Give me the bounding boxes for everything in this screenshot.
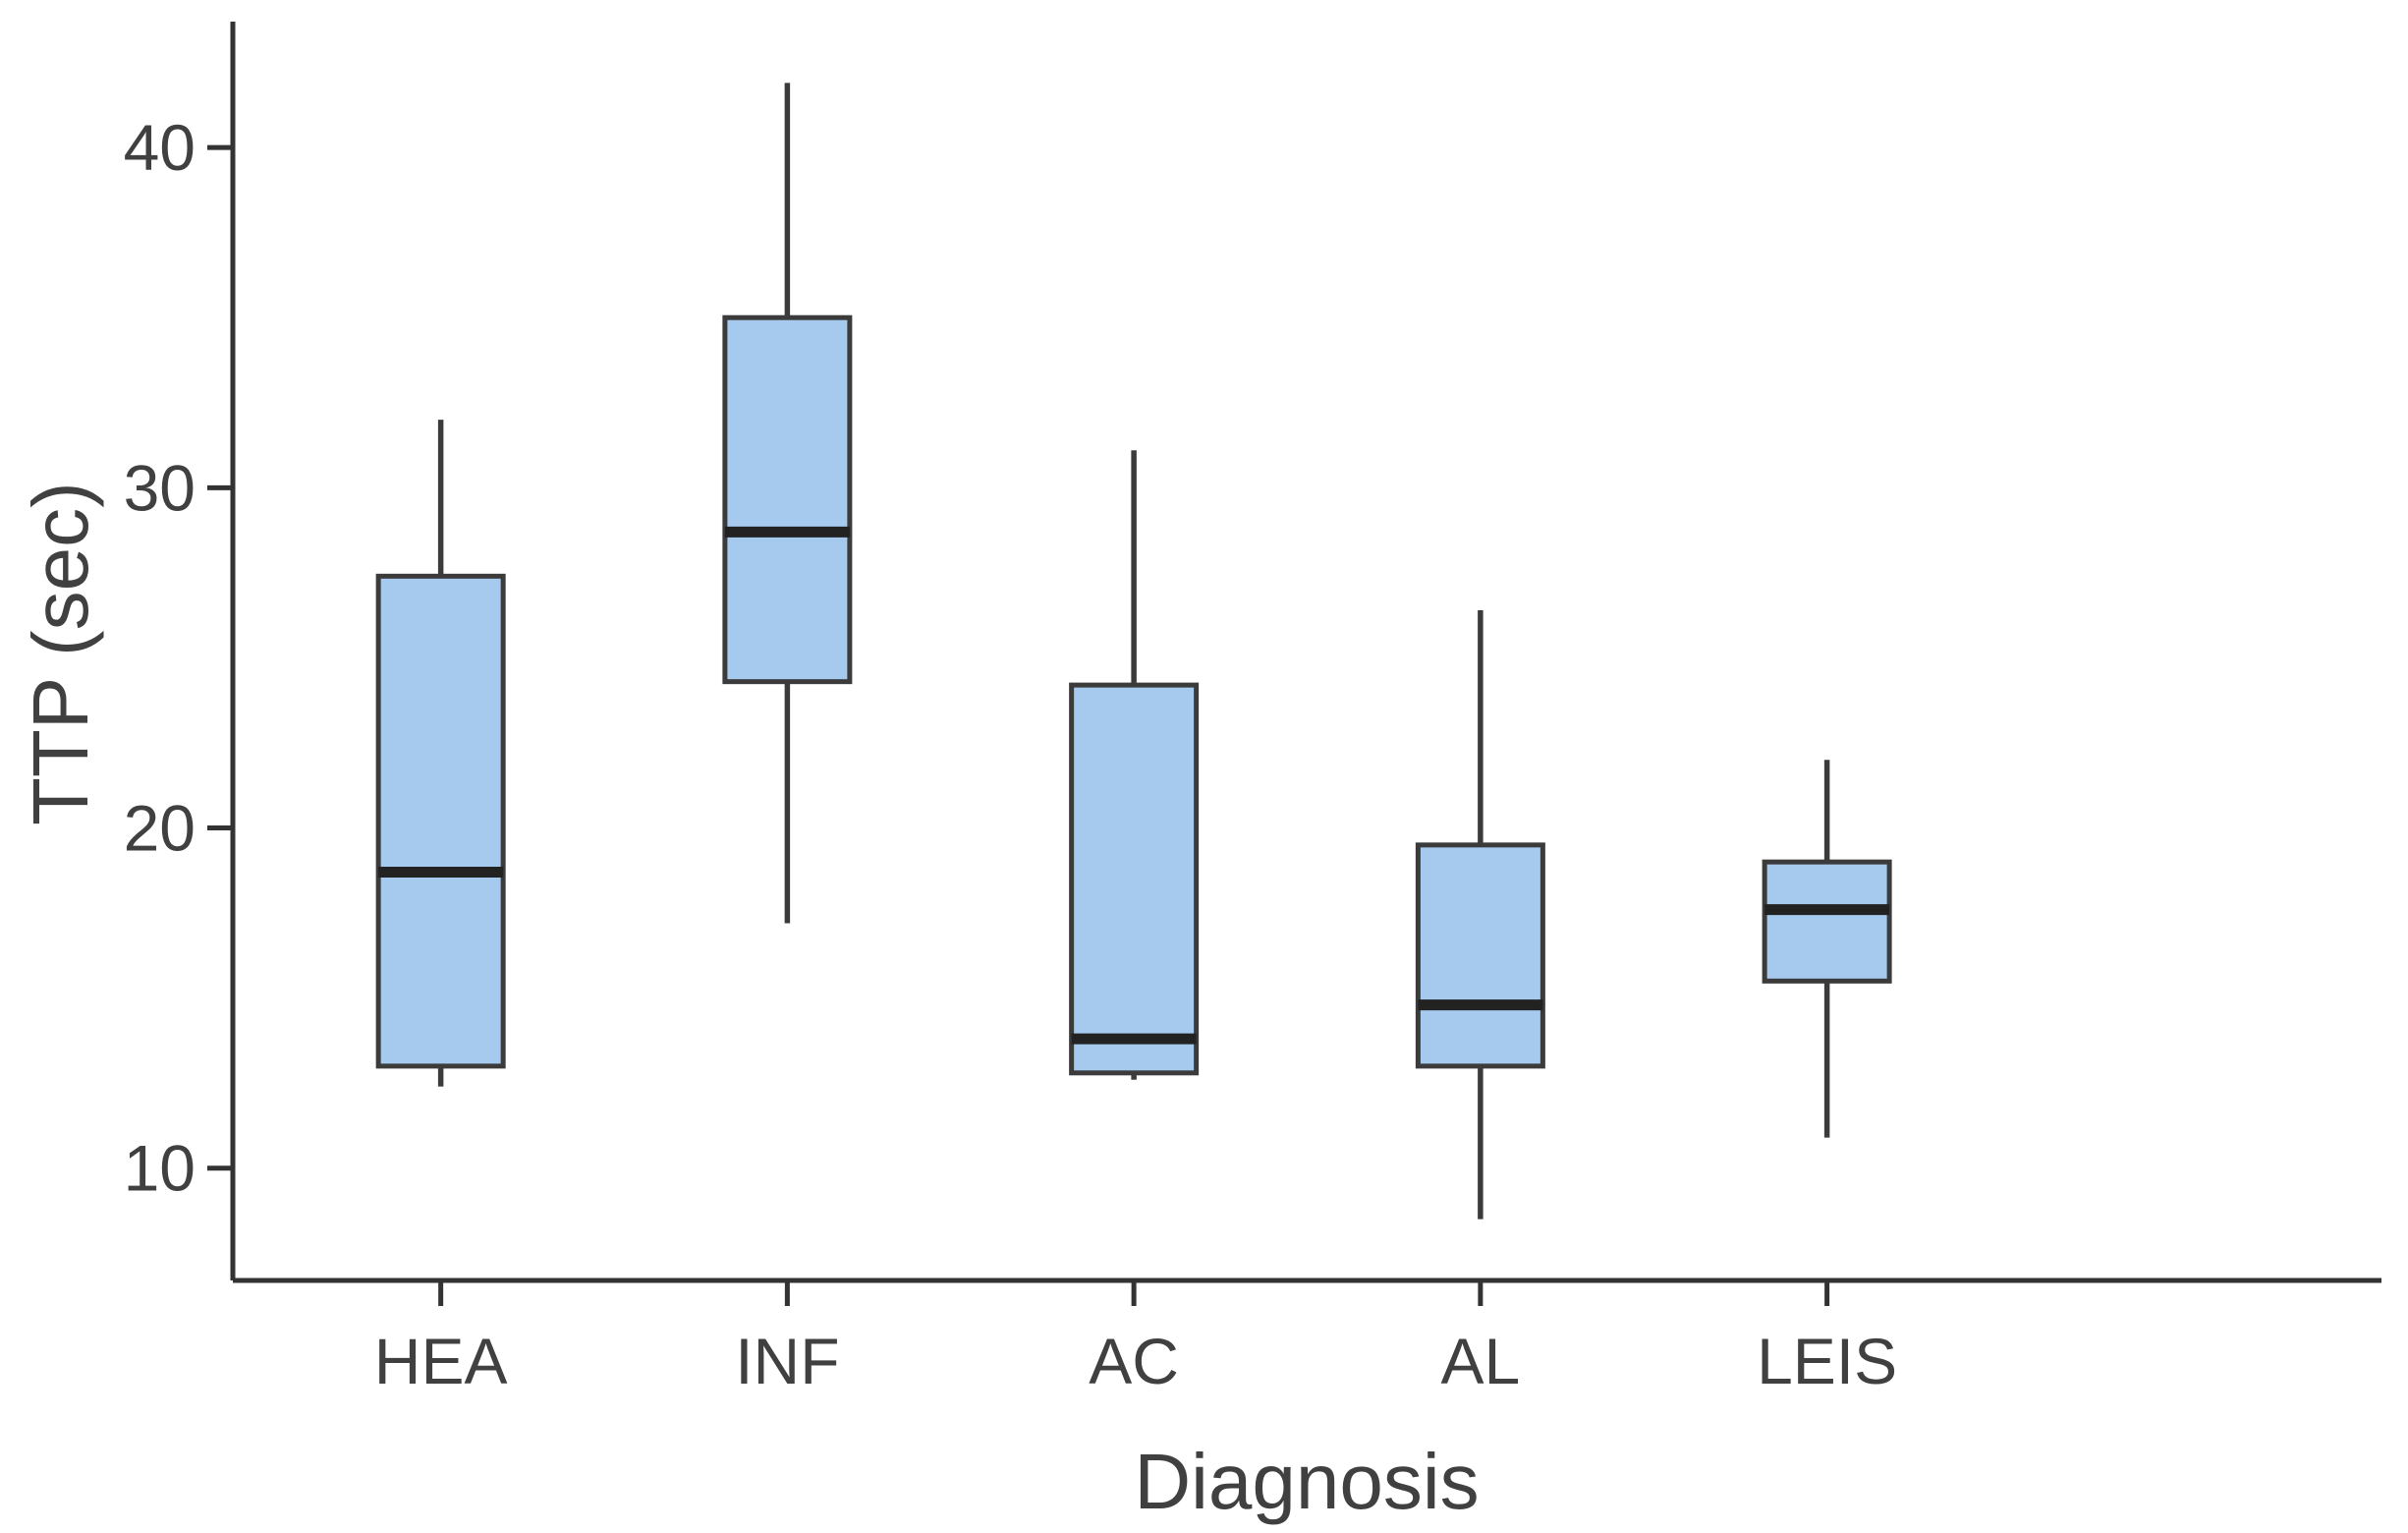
y-tick-label: 10 (124, 1132, 196, 1205)
x-category-label-AC: AC (1089, 1325, 1179, 1397)
box-LEIS (1762, 859, 1892, 984)
y-tick-label: 40 (124, 111, 196, 184)
box-HEA (375, 573, 506, 1069)
box-AL (1415, 842, 1545, 1069)
x-axis-title: Diagnosis (1134, 1438, 1480, 1525)
box-INF (722, 314, 853, 685)
x-category-label-LEIS: LEIS (1757, 1325, 1897, 1397)
y-tick-label: 30 (124, 451, 196, 524)
x-category-label-AL: AL (1441, 1325, 1521, 1397)
box-AC (1069, 682, 1200, 1076)
y-axis-title: TTP (sec) (17, 482, 104, 825)
x-category-label-HEA: HEA (374, 1325, 508, 1397)
x-category-label-INF: INF (735, 1325, 839, 1397)
y-tick-label: 20 (124, 792, 196, 865)
